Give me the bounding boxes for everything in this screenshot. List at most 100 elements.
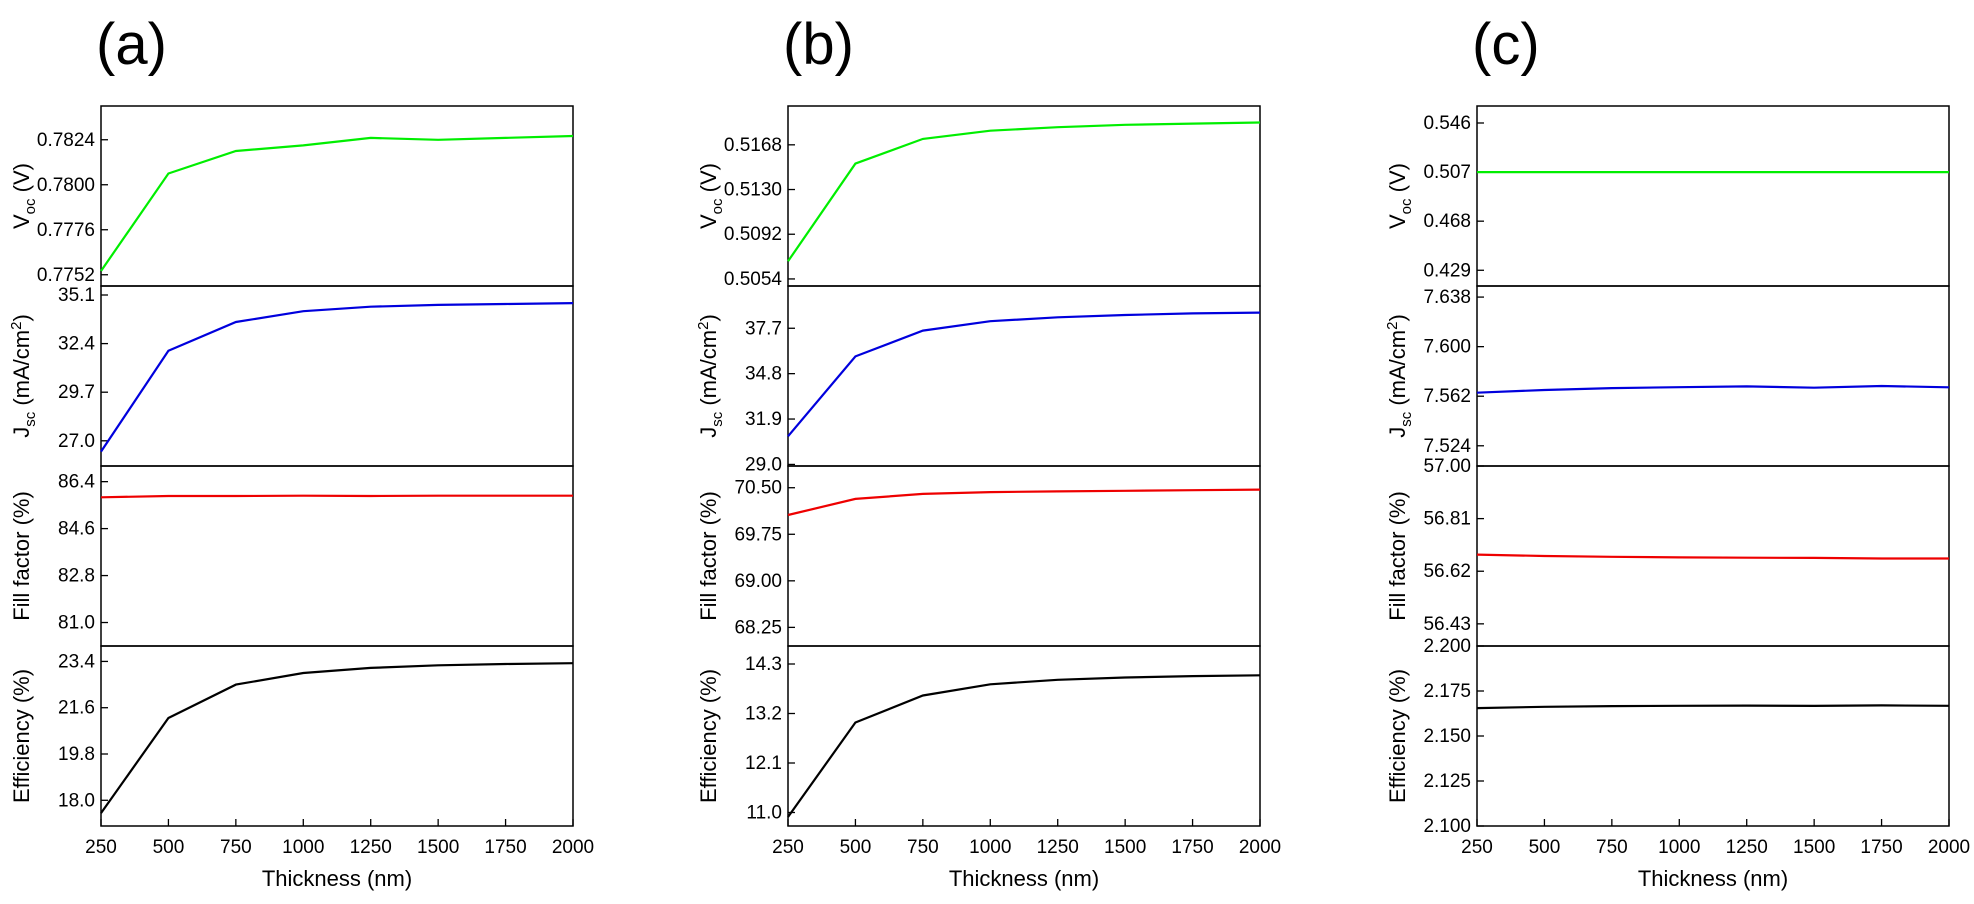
y-tick-label: 35.1 [58,285,95,306]
y-tick-label: 0.7824 [37,130,96,151]
y-tick-label: 86.4 [58,472,95,493]
subplot-frame [100,645,574,827]
y-tick-label: 34.8 [745,364,782,385]
x-tick-label: 750 [907,837,939,858]
x-tick-label: 1750 [484,837,526,858]
series-line-efficiency [1476,704,1950,710]
x-tick-label: 250 [1461,837,1493,858]
y-tick-label: 29.0 [745,454,782,475]
y-tick-label: 56.62 [1423,561,1471,582]
subplot-jsc: 27.0 29.7 32.4 35.1 Jsc (mA/cm2) [8,285,574,467]
panel-a: (a) 0.7752 0.7776 0.7800 0.7824 Voc (V) 27.0 29… [8,12,594,891]
panel-letter: (c) [1472,12,1540,77]
y-tick-label: 2.175 [1423,681,1471,702]
subplot-frame [1476,105,1950,287]
x-tick-label: 2000 [1239,837,1281,858]
subplot-frame [787,105,1261,287]
panel-b: (b) 0.5054 0.5092 0.5130 0.5168 Voc (V) 29.0 31… [695,12,1281,891]
y-tick-label: 7.600 [1423,337,1471,358]
x-axis-title: Thickness (nm) [1638,866,1788,891]
y-tick-label: 69.75 [734,524,782,545]
subplot-frame [787,465,1261,647]
y-tick-label: 23.4 [58,651,95,672]
panel-letter: (b) [783,12,854,77]
series-line-fill-factor [787,488,1261,517]
x-tick-label: 500 [1529,837,1561,858]
y-axis-label: Jsc (mA/cm2) [8,314,39,438]
series-line-jsc [100,302,574,453]
y-tick-label: 13.2 [745,704,782,725]
series-line-voc [100,134,574,272]
y-axis-label: Fill factor (%) [696,491,721,621]
y-tick-label: 27.0 [58,431,95,452]
x-tick-label: 1750 [1860,837,1902,858]
y-tick-label: 29.7 [58,382,95,403]
y-tick-label: 2.125 [1423,771,1471,792]
y-axis-label: Fill factor (%) [1385,491,1410,621]
y-tick-label: 0.7800 [37,175,95,196]
y-tick-label: 7.638 [1423,287,1471,308]
x-tick-label: 1250 [1037,837,1079,858]
x-tick-label: 1500 [1104,837,1146,858]
y-axis-label: Efficiency (%) [1385,669,1410,803]
subplot-voc: 0.7752 0.7776 0.7800 0.7824 Voc (V) [9,105,574,287]
x-axis-title: Thickness (nm) [262,866,412,891]
y-tick-label: 31.9 [745,409,782,430]
x-tick-label: 1500 [417,837,459,858]
panel-letter: (a) [96,12,167,77]
x-tick-label: 1000 [1658,837,1700,858]
y-tick-label: 68.25 [734,617,782,638]
y-tick-label: 0.5168 [724,135,782,156]
x-tick-label: 2000 [552,837,594,858]
y-tick-label: 37.7 [745,318,782,339]
y-tick-label: 0.429 [1423,260,1471,281]
y-tick-label: 32.4 [58,334,95,355]
x-tick-label: 250 [772,837,804,858]
subplot-voc: 0.5054 0.5092 0.5130 0.5168 Voc (V) [696,105,1261,290]
y-tick-label: 82.8 [58,566,95,587]
y-axis-label: Jsc (mA/cm2) [1384,314,1415,438]
subplot-frame [1476,645,1950,827]
subplot-voc: 0.429 0.468 0.507 0.546 Voc (V) [1385,105,1950,287]
subplot-frame [100,105,574,287]
y-axis-label: Fill factor (%) [9,491,34,621]
y-tick-label: 11.0 [746,803,782,824]
series-line-fill-factor [1476,553,1949,560]
y-axis-label: Voc (V) [696,163,726,229]
x-tick-label: 1500 [1793,837,1835,858]
x-tick-label: 1250 [1726,837,1768,858]
y-tick-label: 14.3 [745,654,782,675]
subplot-efficiency: 2.100 2.125 2.150 2.175 2.200 Efficiency (%) [1385,636,1950,837]
series-line-efficiency [787,674,1261,818]
y-tick-label: 21.6 [58,698,95,719]
y-tick-label: 2.100 [1423,816,1471,837]
y-tick-label: 0.507 [1423,162,1471,183]
subplot-efficiency: 11.0 12.1 13.2 14.3 Efficiency (%) [696,645,1261,827]
subplot-fill-factor: 81.0 82.8 84.6 86.4 Fill factor (%) [9,465,574,647]
x-axis-title: Thickness (nm) [949,866,1099,891]
x-tick-label: 500 [840,837,872,858]
y-tick-label: 7.524 [1423,436,1471,457]
y-tick-label: 0.7776 [37,220,95,241]
y-tick-label: 19.8 [58,744,95,765]
y-tick-label: 57.00 [1423,456,1471,477]
subplot-fill-factor: 56.43 56.62 56.81 57.00 Fill factor (%) [1385,456,1950,647]
y-tick-label: 0.7752 [37,265,95,286]
y-tick-label: 0.468 [1423,211,1471,232]
y-tick-label: 0.546 [1423,113,1471,134]
series-line-fill-factor [100,494,573,499]
y-axis-label: Efficiency (%) [696,669,721,803]
subplot-frame [100,465,574,647]
subplot-efficiency: 18.0 19.8 21.6 23.4 Efficiency (%) [9,645,574,827]
x-tick-label: 1000 [282,837,324,858]
y-tick-label: 7.562 [1423,386,1471,407]
y-tick-label: 0.5130 [724,180,782,201]
x-tick-label: 750 [220,837,252,858]
series-line-jsc [787,311,1261,438]
y-tick-label: 2.200 [1423,636,1471,657]
y-tick-label: 2.150 [1423,726,1471,747]
y-axis-label: Efficiency (%) [9,669,34,803]
x-tick-label: 1250 [350,837,392,858]
chart-panels: (a) 0.7752 0.7776 0.7800 0.7824 Voc (V) 27.0 29… [8,12,1970,891]
